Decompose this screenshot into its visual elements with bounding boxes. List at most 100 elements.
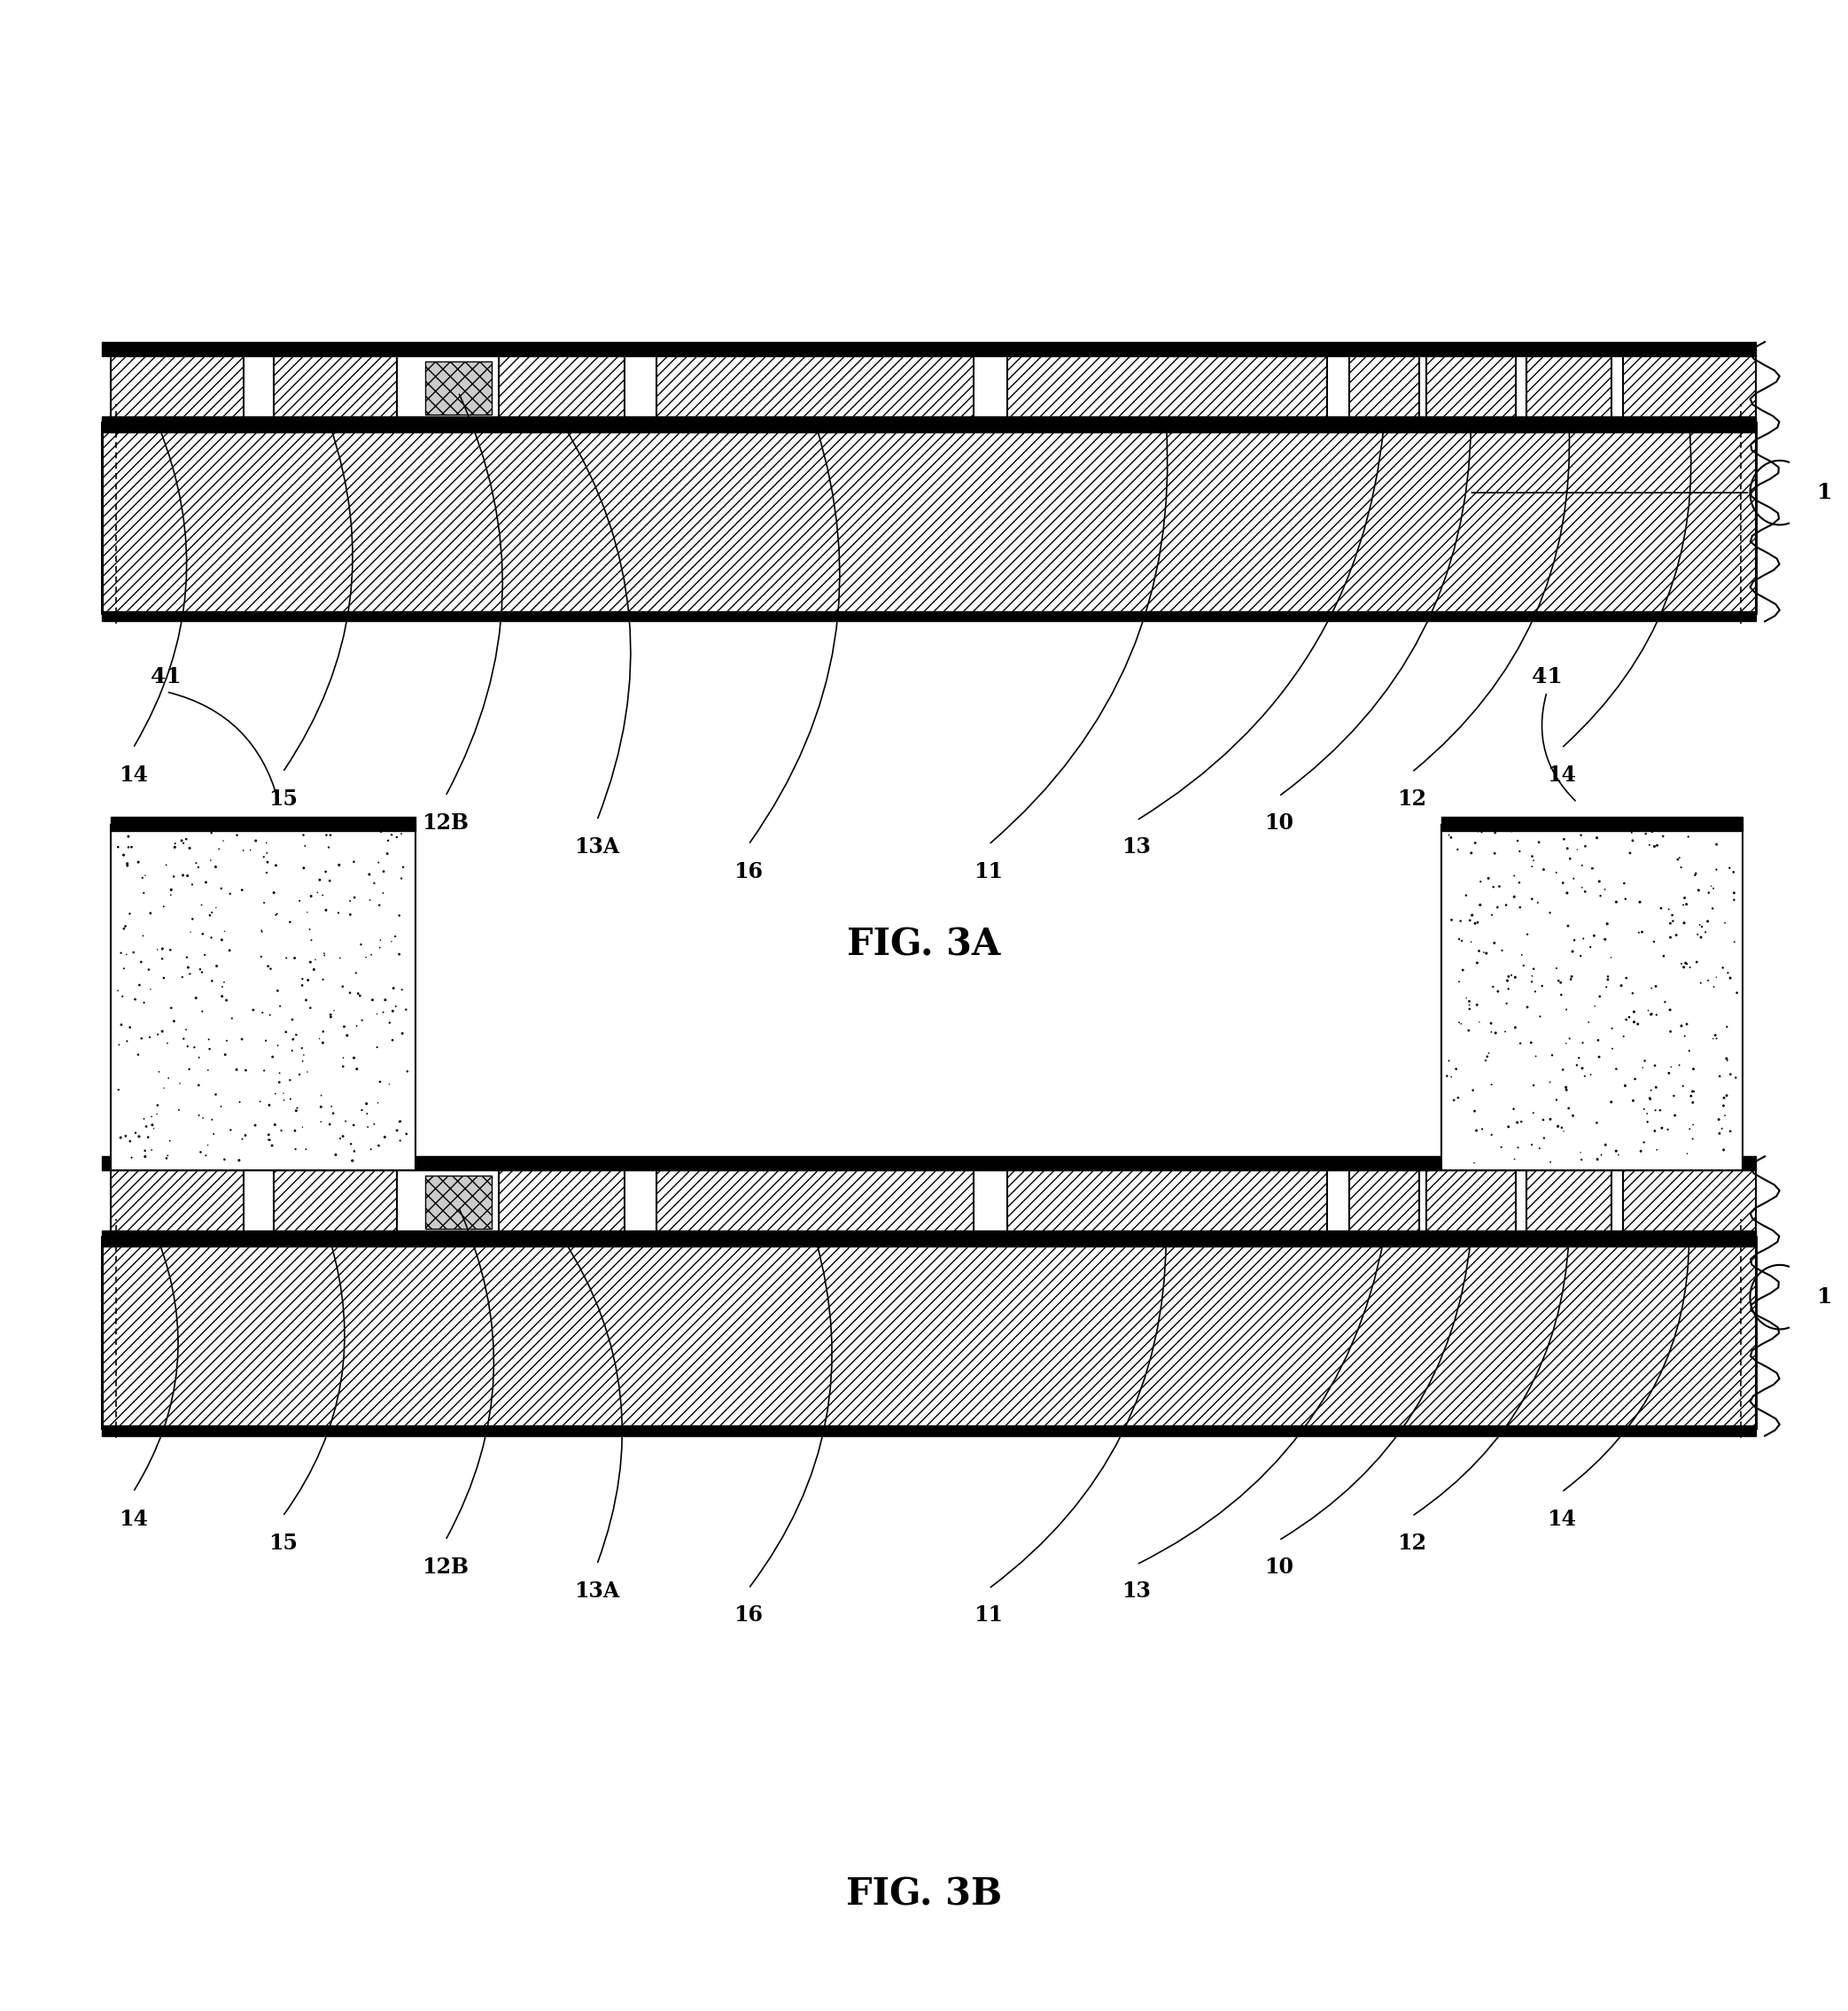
Point xyxy=(1654,893,1684,925)
Text: 11: 11 xyxy=(974,861,1003,883)
Point xyxy=(1580,919,1610,951)
Point xyxy=(107,1010,137,1042)
Text: 1: 1 xyxy=(1817,483,1831,503)
Point xyxy=(384,899,414,931)
Point xyxy=(1536,897,1565,929)
Point xyxy=(329,1042,359,1074)
Point xyxy=(1593,907,1623,939)
Point xyxy=(1517,883,1547,915)
Point xyxy=(1547,979,1576,1012)
Point xyxy=(103,1074,133,1106)
Point xyxy=(301,943,331,975)
Point xyxy=(1669,1070,1698,1102)
Text: 12: 12 xyxy=(1397,1532,1427,1555)
Point xyxy=(164,1068,194,1100)
Point xyxy=(377,818,407,851)
Point xyxy=(133,953,163,985)
Point xyxy=(362,1032,392,1064)
Point xyxy=(1591,923,1621,955)
Point xyxy=(262,897,292,929)
Text: 14: 14 xyxy=(118,764,148,786)
Point xyxy=(255,953,285,985)
Point xyxy=(1632,1098,1661,1130)
Point xyxy=(1669,907,1698,939)
Point xyxy=(368,877,397,909)
Point xyxy=(1497,814,1526,847)
Text: 15: 15 xyxy=(268,788,298,810)
Point xyxy=(1654,1058,1684,1090)
Point xyxy=(157,873,187,905)
Point xyxy=(150,961,179,993)
Point xyxy=(172,822,201,855)
Point xyxy=(1711,1042,1741,1074)
Text: FIG. 3A: FIG. 3A xyxy=(846,927,1002,963)
Point xyxy=(296,881,325,913)
Point xyxy=(344,977,373,1010)
Point xyxy=(1552,1028,1582,1060)
Point xyxy=(1593,961,1623,993)
Text: 14: 14 xyxy=(1547,764,1576,786)
Bar xyxy=(111,816,416,831)
Point xyxy=(129,1102,159,1134)
Point xyxy=(248,915,277,947)
Point xyxy=(292,983,322,1016)
Point xyxy=(120,1116,150,1148)
Point xyxy=(351,1088,381,1120)
Point xyxy=(1521,1040,1550,1072)
Point xyxy=(1436,903,1465,935)
Point xyxy=(207,979,237,1012)
Point xyxy=(1436,820,1465,853)
Point xyxy=(364,889,394,921)
Point xyxy=(1517,1128,1547,1160)
Point xyxy=(1519,953,1549,985)
Point xyxy=(1667,947,1696,979)
Bar xyxy=(111,356,244,422)
Point xyxy=(1617,816,1647,849)
Point xyxy=(1571,875,1600,907)
Point xyxy=(109,839,139,871)
Point xyxy=(1591,1128,1621,1160)
Point xyxy=(1691,917,1720,949)
Bar xyxy=(274,356,397,422)
Point xyxy=(1506,1028,1536,1060)
Point xyxy=(1660,1100,1689,1132)
Point xyxy=(137,1100,166,1132)
Bar xyxy=(1427,356,1515,422)
Point xyxy=(109,913,139,945)
Point xyxy=(1465,889,1495,921)
Point xyxy=(251,1024,281,1056)
Point xyxy=(105,1122,135,1154)
Point xyxy=(325,1122,355,1154)
Point xyxy=(1464,907,1493,939)
Point xyxy=(1637,814,1667,847)
Point xyxy=(351,941,381,973)
Bar xyxy=(425,362,492,414)
Point xyxy=(131,1140,161,1172)
Point xyxy=(1678,1086,1708,1118)
Point xyxy=(1685,921,1715,953)
Point xyxy=(316,818,346,851)
Point xyxy=(1443,1082,1473,1114)
Point xyxy=(1567,1144,1597,1176)
Point xyxy=(1545,967,1574,999)
Point xyxy=(1615,1001,1645,1034)
Point xyxy=(1488,935,1517,967)
Bar xyxy=(1007,356,1327,422)
Point xyxy=(201,851,231,883)
Point xyxy=(172,1014,201,1046)
Point xyxy=(1567,849,1597,881)
Point xyxy=(1432,1060,1462,1092)
Point xyxy=(1473,1040,1502,1072)
Point xyxy=(1709,1134,1739,1166)
Point xyxy=(1443,833,1473,865)
Point xyxy=(277,1003,307,1036)
Point xyxy=(183,851,213,883)
Point xyxy=(1619,825,1648,857)
Point xyxy=(1648,820,1678,853)
Point xyxy=(185,1100,214,1132)
Point xyxy=(373,825,403,857)
Point xyxy=(248,997,277,1030)
Point xyxy=(1719,857,1748,889)
Point xyxy=(113,1026,142,1058)
Point xyxy=(1477,1068,1506,1100)
